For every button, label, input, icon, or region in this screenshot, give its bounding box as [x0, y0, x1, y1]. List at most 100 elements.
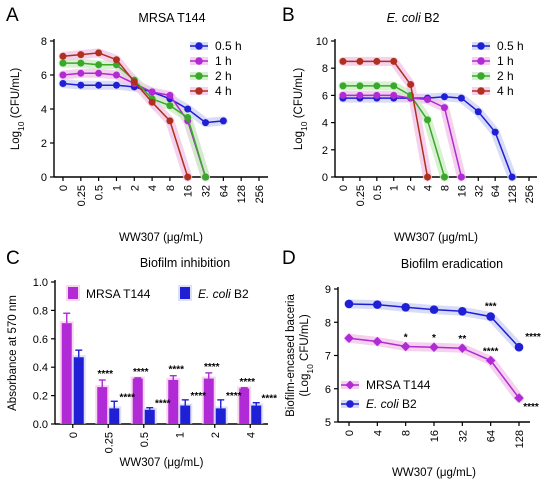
- y-tick-label: 2: [322, 145, 328, 157]
- data-point: [485, 355, 496, 366]
- data-point: [184, 173, 192, 181]
- x-tick-label: 64: [218, 185, 230, 197]
- data-point: [514, 342, 524, 352]
- data-point: [130, 78, 138, 86]
- legend-marker: [477, 87, 485, 95]
- significance-label: ****: [97, 369, 113, 380]
- significance-label: ****: [239, 377, 255, 388]
- data-point: [457, 173, 465, 181]
- x-tick-label: 0.5: [94, 185, 106, 200]
- chart-title: Biofilm eradication: [401, 257, 503, 271]
- y-tick-label: 0: [322, 172, 328, 184]
- panel-letter: A: [6, 5, 19, 26]
- x-tick-label: 32: [201, 185, 213, 197]
- label-subscript: 10: [305, 364, 315, 374]
- label-part: B2: [399, 397, 417, 411]
- legend-label: 1 h: [497, 54, 514, 68]
- significance-label: ****: [168, 365, 184, 376]
- label-italic: E. coli: [387, 11, 422, 25]
- data-point: [390, 57, 398, 65]
- y-tick-label: 8: [325, 317, 331, 329]
- y-tick-label: 6: [41, 70, 47, 82]
- data-point: [339, 91, 347, 99]
- data-point: [424, 173, 432, 181]
- data-point: [372, 336, 383, 347]
- x-tick-label: 2: [406, 185, 418, 191]
- significance-label: ***: [485, 302, 497, 313]
- data-point: [166, 117, 174, 125]
- label-part: (Log: [299, 374, 311, 397]
- y-tick-label: 10: [316, 36, 328, 48]
- significance-label: ****: [523, 402, 539, 413]
- significance-label: ****: [483, 346, 499, 357]
- y-tick-label: 8: [41, 36, 47, 48]
- legend-marker: [195, 42, 203, 50]
- data-point: [148, 98, 156, 106]
- panel-letter: B: [282, 5, 295, 26]
- data-point: [77, 51, 85, 59]
- data-point: [184, 105, 192, 113]
- panel-letter: D: [282, 248, 296, 269]
- legend-marker: [477, 57, 485, 65]
- data-point: [400, 341, 411, 352]
- bar: [239, 388, 250, 424]
- data-point: [77, 81, 85, 89]
- y-tick-label: 1.0: [33, 277, 48, 289]
- data-point: [373, 300, 382, 309]
- x-tick-label: 0.5: [139, 432, 151, 447]
- y-axis-title: Log10 (CFU/mL): [293, 68, 309, 150]
- y-tick-label: 4: [322, 118, 328, 130]
- data-point: [339, 82, 347, 90]
- data-point: [59, 59, 67, 67]
- y-tick-label: 0.2: [33, 391, 48, 403]
- legend-label: 0.5 h: [215, 39, 242, 53]
- label-subscript: 10: [16, 121, 26, 131]
- bar: [109, 408, 120, 424]
- x-tick-label: 4: [245, 432, 257, 438]
- y-tick-label: 8: [322, 63, 328, 75]
- y-tick-label: 5: [325, 417, 331, 429]
- x-tick-label: 32: [457, 430, 469, 442]
- data-point: [95, 69, 103, 77]
- x-tick-label: 0: [68, 432, 80, 438]
- legend-label: MRSA T144: [366, 378, 431, 392]
- bar: [168, 379, 179, 424]
- significance-label: **: [458, 334, 466, 345]
- bar: [144, 409, 155, 424]
- y-axis-title-line: (Log10 CFU/mL): [299, 314, 315, 397]
- legend-marker: [195, 87, 203, 95]
- legend-marker: [345, 380, 355, 390]
- legend-marker: [68, 287, 78, 299]
- y-tick-label: 0.0: [33, 419, 48, 431]
- label-part: (CFU/mL): [293, 68, 305, 122]
- x-axis-title: WW307 (μg/mL): [119, 232, 203, 244]
- label-italic: E. coli: [198, 287, 231, 301]
- y-axis-title: Log10 (CFU/mL): [10, 68, 26, 150]
- significance-label: ****: [261, 394, 277, 405]
- y-tick-label: 4: [41, 104, 47, 116]
- bar: [203, 378, 214, 424]
- x-tick-label: 0.5: [372, 185, 384, 200]
- significance-label: *: [404, 333, 408, 344]
- data-point: [219, 117, 227, 125]
- data-point: [440, 173, 448, 181]
- x-tick-label: 256: [254, 185, 266, 203]
- x-tick-label: 0: [58, 185, 70, 191]
- x-tick-label: 8: [439, 185, 451, 191]
- data-point: [356, 82, 364, 90]
- x-tick-label: 1: [111, 185, 123, 191]
- legend-marker: [477, 72, 485, 80]
- bar: [251, 405, 262, 424]
- significance-label: ****: [119, 392, 135, 403]
- data-point: [95, 49, 103, 57]
- bar: [215, 408, 226, 424]
- y-tick-label: 0.8: [33, 305, 48, 317]
- bar: [180, 405, 191, 424]
- data-point: [112, 71, 120, 79]
- y-axis-title-line: Biofilm-encased baceria: [285, 294, 297, 417]
- data-point: [401, 302, 410, 312]
- x-tick-label: 16: [456, 185, 468, 197]
- legend-label: E. coli B2: [198, 287, 249, 301]
- data-point: [440, 93, 448, 101]
